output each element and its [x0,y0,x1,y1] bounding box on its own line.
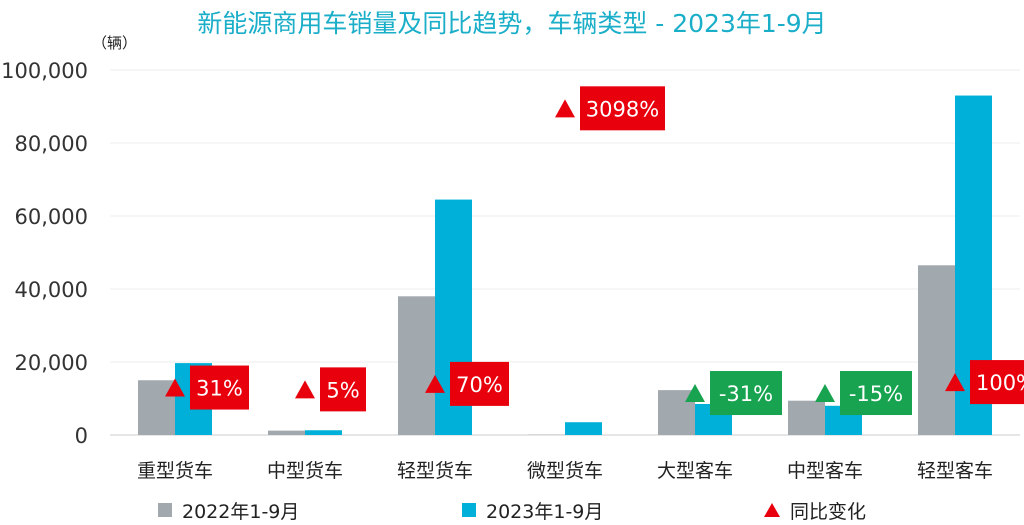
yoy-badge [840,371,912,416]
bar-2022 [398,296,435,435]
yoy-label: -31% [719,382,773,406]
x-tick-label: 中型客车 [787,460,863,482]
legend-swatch-2022 [158,503,172,517]
legend-label-yoy: 同比变化 [790,500,867,523]
yoy-badge [320,367,366,412]
y-tick-label: 0 [75,424,88,448]
y-tick-label: 20,000 [15,351,88,375]
yoy-badge [580,86,665,131]
yoy-triangle-icon [295,380,315,399]
bar-2022 [138,380,175,435]
yoy-triangle-icon [165,378,185,397]
yoy-triangle-icon [945,373,965,392]
legend-triangle-icon [764,503,780,517]
bar-2022 [918,265,955,435]
legend-item-yoy: 同比变化 [764,498,867,523]
yoy-triangle-icon [425,374,445,393]
bar-2023 [565,422,602,435]
x-tick-label: 中型货车 [267,460,343,482]
yoy-label: 31% [196,377,243,401]
yoy-label: 5% [326,378,359,402]
x-tick-label: 重型货车 [137,460,213,482]
y-tick-label: 40,000 [15,278,88,302]
yoy-badge [450,361,509,406]
y-tick-label: 100,000 [1,59,88,83]
x-tick-label: 大型客车 [657,460,733,482]
yoy-badge [190,365,249,410]
legend-label-2023: 2023年1-9月 [486,500,604,523]
bar-2023 [305,430,342,435]
y-tick-label: 60,000 [15,205,88,229]
yoy-label: 100% [976,371,1024,395]
x-tick-label: 轻型货车 [397,460,473,482]
chart-title: 新能源商用车销量及同比趋势，车辆类型 - 2023年1-9月 [197,9,827,38]
yoy-badge [970,360,1024,405]
bar-2022 [788,400,825,435]
yoy-label: 70% [456,373,503,397]
y-axis-unit: （辆） [92,34,138,52]
y-tick-label: 80,000 [15,132,88,156]
yoy-label: -15% [849,382,903,406]
legend-label-2022: 2022年1-9月 [182,500,300,523]
legend-swatch-2023 [462,503,476,517]
yoy-triangle-icon [815,384,835,403]
legend-item-2022: 2022年1-9月 [158,498,300,523]
yoy-triangle-icon [685,384,705,403]
x-tick-label: 微型货车 [527,460,603,482]
yoy-triangle-icon [555,99,575,118]
x-tick-label: 轻型客车 [917,460,993,482]
yoy-badge [710,371,782,416]
yoy-label: 3098% [586,97,659,121]
bar-2022 [268,430,305,435]
legend-item-2023: 2023年1-9月 [462,498,604,523]
